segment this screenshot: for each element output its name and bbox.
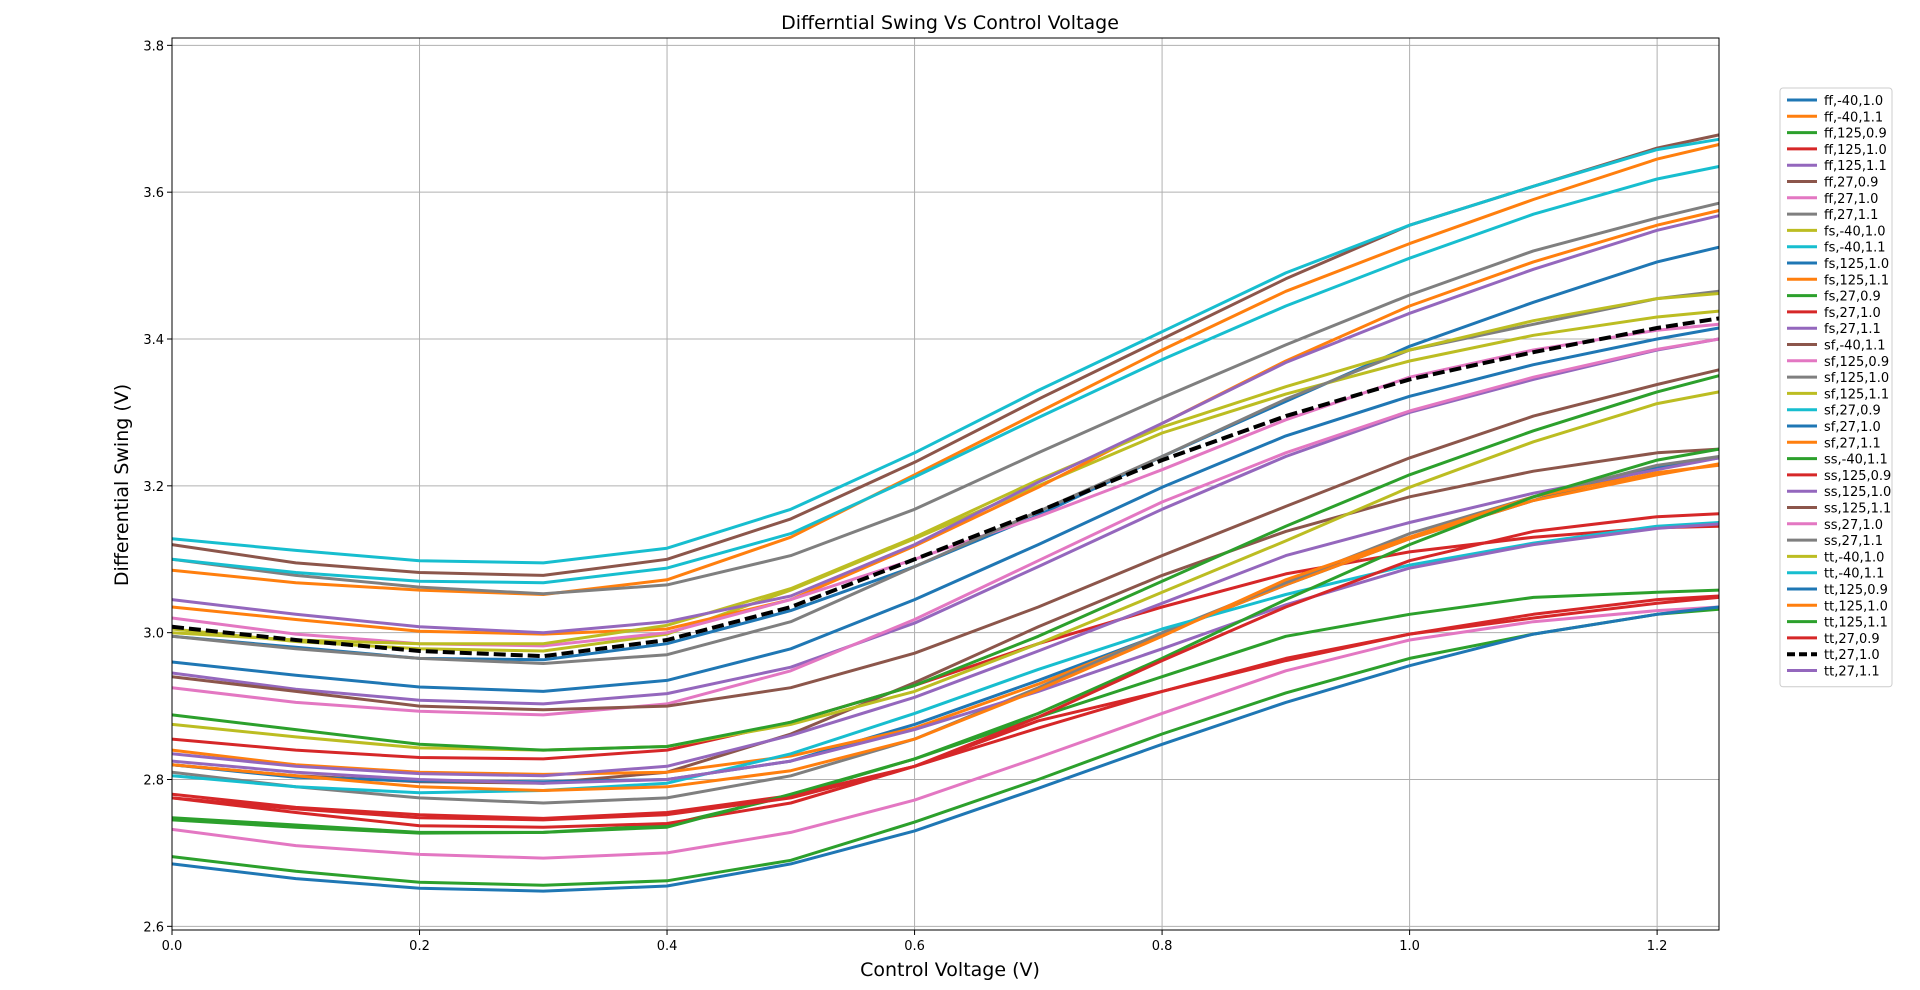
legend-label: ff,-40,1.1 bbox=[1824, 110, 1883, 125]
y-tick-label: 3.8 bbox=[143, 39, 164, 54]
legend-label: tt,125,1.0 bbox=[1824, 599, 1888, 614]
chart-title: Differntial Swing Vs Control Voltage bbox=[781, 12, 1119, 34]
series-line bbox=[171, 605, 1720, 893]
legend-label: tt,-40,1.1 bbox=[1824, 567, 1884, 582]
legend: ff,-40,1.0ff,-40,1.1 ff,125,0.9ff,125,1.0… bbox=[1779, 87, 1893, 688]
legend-label: sf,125,1.0 bbox=[1824, 371, 1889, 386]
series-line bbox=[171, 337, 1720, 706]
series-line bbox=[171, 594, 1720, 820]
y-tick-label: 3.6 bbox=[143, 186, 164, 201]
series-line bbox=[171, 521, 1720, 795]
series-line bbox=[171, 524, 1720, 761]
series-line bbox=[171, 456, 1720, 778]
legend-label: fs,27,1.1 bbox=[1824, 322, 1881, 337]
y-tick-label: 3.4 bbox=[143, 333, 164, 348]
x-tick-label: 1.0 bbox=[1399, 939, 1420, 954]
legend-label: sf,125,1.1 bbox=[1824, 387, 1889, 402]
series-line bbox=[171, 137, 1720, 565]
legend-label: fs,27,1.0 bbox=[1824, 306, 1881, 321]
series-line bbox=[171, 368, 1720, 712]
series-line bbox=[171, 143, 1720, 596]
legend-label: sf,125,0.9 bbox=[1824, 355, 1889, 370]
x-axis-label: Control Voltage (V) bbox=[860, 959, 1040, 981]
legend-label: ss,125,1.1 bbox=[1824, 502, 1891, 517]
x-tick-label: 0.2 bbox=[409, 939, 430, 954]
x-tick-label: 1.2 bbox=[1647, 939, 1668, 954]
series-line bbox=[171, 326, 1720, 693]
series-line bbox=[171, 447, 1720, 785]
y-tick-label: 3.2 bbox=[143, 480, 164, 495]
legend-label: fs,125,1.1 bbox=[1824, 273, 1889, 288]
series-line bbox=[171, 292, 1720, 646]
legend-label: tt,-40,1.0 bbox=[1824, 550, 1884, 565]
series-line bbox=[171, 201, 1720, 596]
series-line bbox=[171, 245, 1720, 662]
series-line bbox=[171, 605, 1720, 860]
series-lines bbox=[171, 133, 1720, 893]
plot-frame bbox=[171, 37, 1720, 931]
legend-label: fs,125,1.0 bbox=[1824, 257, 1889, 272]
series-line bbox=[171, 165, 1720, 585]
legend-label: fs,-40,1.0 bbox=[1824, 224, 1886, 239]
legend-label: ss,125,1.0 bbox=[1824, 485, 1891, 500]
series-line bbox=[171, 322, 1720, 648]
y-tick-label: 2.8 bbox=[143, 773, 164, 788]
legend-label: ss,125,0.9 bbox=[1824, 469, 1891, 484]
legend-label: ff,-40,1.0 bbox=[1824, 94, 1883, 109]
series-line bbox=[171, 390, 1720, 752]
x-axis-ticks: 0.0 0.2 0.4 0.6 0.8 1.0 1.2 bbox=[162, 930, 1668, 954]
legend-label: ff,27,1.0 bbox=[1824, 192, 1878, 207]
series-line bbox=[171, 447, 1720, 834]
legend-label: sf,27,0.9 bbox=[1824, 404, 1881, 419]
series-line bbox=[171, 316, 1720, 659]
legend-box bbox=[1779, 87, 1893, 688]
legend-label: tt,125,0.9 bbox=[1824, 583, 1888, 598]
legend-label: ff,27,1.1 bbox=[1824, 208, 1878, 223]
legend-label: ff,125,0.9 bbox=[1824, 127, 1887, 142]
x-tick-label: 0.8 bbox=[1152, 939, 1173, 954]
legend-label: ss,-40,1.1 bbox=[1824, 453, 1888, 468]
y-tick-label: 2.6 bbox=[143, 920, 164, 935]
legend-label: sf,-40,1.1 bbox=[1824, 339, 1886, 354]
series-line bbox=[171, 209, 1720, 636]
y-axis-label: Differential Swing (V) bbox=[111, 384, 133, 586]
legend-label: tt,27,1.0 bbox=[1824, 648, 1880, 663]
legend-label: sf,27,1.0 bbox=[1824, 420, 1881, 435]
y-axis-ticks: 2.6 2.8 3.0 3.2 3.4 3.6 3.8 bbox=[143, 39, 172, 935]
series-line bbox=[171, 374, 1720, 752]
legend-label: tt,27,1.1 bbox=[1824, 665, 1880, 680]
legend-label: fs,-40,1.1 bbox=[1824, 241, 1886, 256]
legend-label: tt,125,1.1 bbox=[1824, 616, 1888, 631]
series-line bbox=[171, 522, 1720, 785]
y-tick-label: 3.0 bbox=[143, 627, 164, 642]
series-line bbox=[171, 214, 1720, 635]
series-line bbox=[171, 337, 1720, 717]
legend-label: ff,27,0.9 bbox=[1824, 176, 1878, 191]
series-line bbox=[171, 512, 1720, 822]
series-line bbox=[171, 289, 1720, 665]
x-tick-label: 0.6 bbox=[904, 939, 925, 954]
x-tick-label: 0.4 bbox=[657, 939, 678, 954]
legend-label: ff,125,1.1 bbox=[1824, 159, 1887, 174]
legend-label: fs,27,0.9 bbox=[1824, 290, 1881, 305]
legend-label: ff,125,1.0 bbox=[1824, 143, 1887, 158]
series-line bbox=[171, 456, 1720, 784]
legend-label: ss,27,1.1 bbox=[1824, 534, 1883, 549]
legend-label: tt,27,0.9 bbox=[1824, 632, 1880, 647]
legend-label: sf,27,1.1 bbox=[1824, 436, 1881, 451]
x-tick-label: 0.0 bbox=[162, 939, 183, 954]
series-line bbox=[171, 595, 1720, 829]
legend-items: ff,-40,1.0ff,-40,1.1 ff,125,0.9ff,125,1.0… bbox=[1787, 94, 1891, 680]
legend-label: ss,27,1.0 bbox=[1824, 518, 1883, 533]
